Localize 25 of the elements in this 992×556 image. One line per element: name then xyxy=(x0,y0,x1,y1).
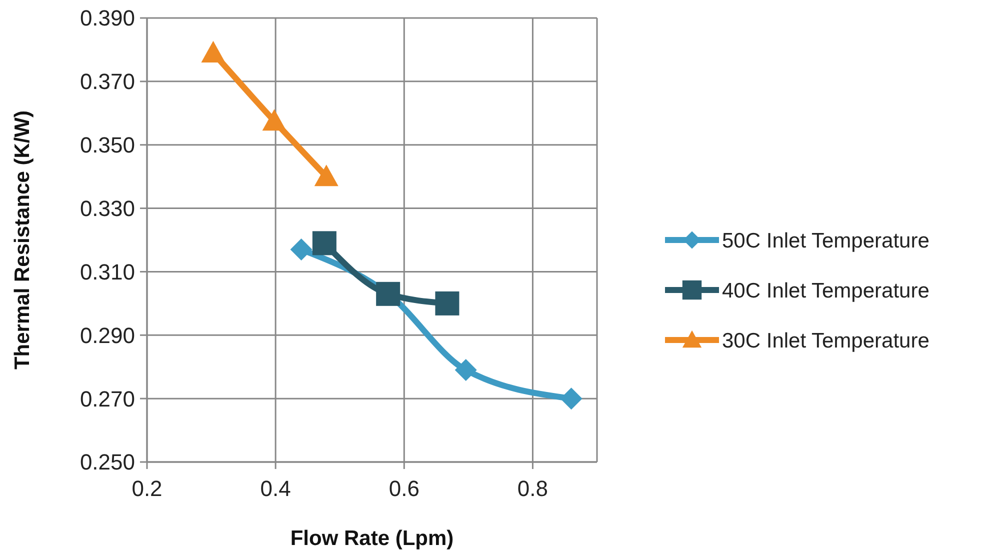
y-tick-label: 0.390 xyxy=(80,6,135,31)
y-tick-label: 0.270 xyxy=(80,386,135,412)
y-tick-label: 0.330 xyxy=(80,196,135,221)
y-tick-label: 0.350 xyxy=(80,132,135,158)
point xyxy=(262,109,286,131)
y-tick-label: 0.370 xyxy=(80,69,135,94)
y-tick-label: 0.310 xyxy=(80,259,135,284)
x-tick-label: 0.2 xyxy=(132,476,162,501)
point xyxy=(312,231,336,256)
point xyxy=(290,238,312,261)
point xyxy=(201,40,226,62)
legend-label: 30C Inlet Temperature xyxy=(722,329,930,352)
point xyxy=(314,164,338,186)
y-tick-label: 0.250 xyxy=(80,450,135,475)
y-axis-title: Thermal Resistance (K/W) xyxy=(11,110,34,370)
legend-label: 40C Inlet Temperature xyxy=(722,279,930,302)
x-axis-title: Flow Rate (Lpm) xyxy=(290,527,454,550)
x-tick-label: 0.4 xyxy=(260,476,291,501)
legend-label: 50C Inlet Temperature xyxy=(722,229,930,252)
point xyxy=(435,291,460,316)
point xyxy=(560,388,582,410)
y-tick-label: 0.290 xyxy=(80,322,135,348)
point xyxy=(454,359,477,382)
x-tick-label: 0.6 xyxy=(388,476,420,501)
x-tick-label: 0.8 xyxy=(517,476,548,501)
